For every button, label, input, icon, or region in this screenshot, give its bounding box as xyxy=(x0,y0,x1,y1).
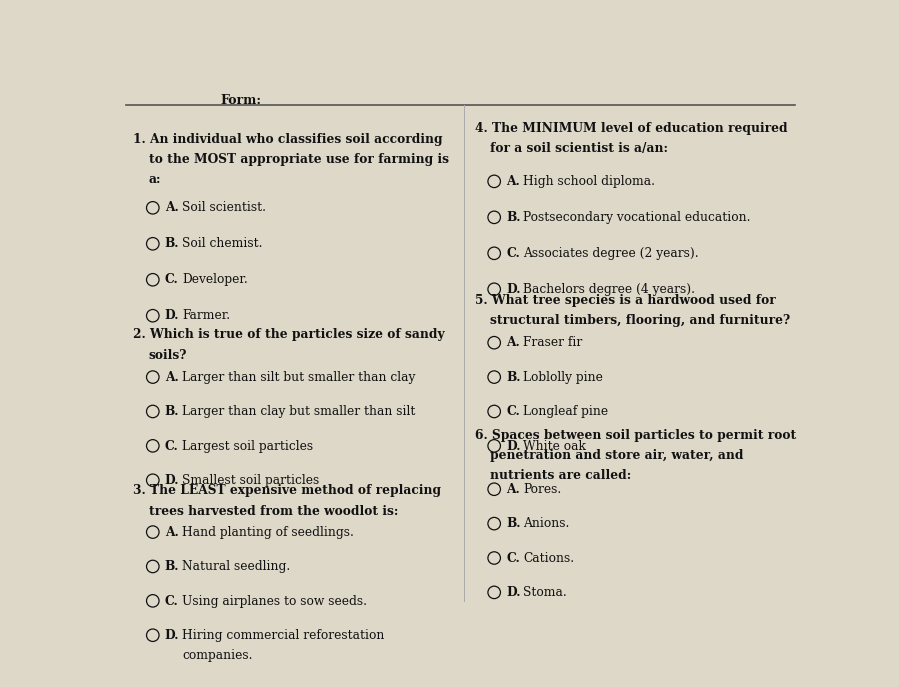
Text: B.: B. xyxy=(506,371,521,384)
Text: A.: A. xyxy=(506,483,520,496)
Text: 6. Spaces between soil particles to permit root: 6. Spaces between soil particles to perm… xyxy=(475,429,796,442)
Text: A.: A. xyxy=(165,526,178,539)
Text: Farmer.: Farmer. xyxy=(182,309,230,322)
Text: Fraser fir: Fraser fir xyxy=(523,337,583,350)
Text: for a soil scientist is a/an:: for a soil scientist is a/an: xyxy=(490,142,668,155)
Text: B.: B. xyxy=(165,560,179,573)
Text: a:: a: xyxy=(148,173,161,186)
Text: Using airplanes to sow seeds.: Using airplanes to sow seeds. xyxy=(182,594,367,607)
Text: A.: A. xyxy=(506,175,520,188)
Text: Associates degree (2 years).: Associates degree (2 years). xyxy=(523,247,699,260)
Text: Postsecondary vocational education.: Postsecondary vocational education. xyxy=(523,211,751,224)
Text: Soil scientist.: Soil scientist. xyxy=(182,201,266,214)
Text: Larger than silt but smaller than clay: Larger than silt but smaller than clay xyxy=(182,371,415,384)
Text: Developer.: Developer. xyxy=(182,273,248,286)
Text: Stoma.: Stoma. xyxy=(523,586,567,599)
Text: Natural seedling.: Natural seedling. xyxy=(182,560,290,573)
Text: C.: C. xyxy=(506,247,520,260)
Text: Form:: Form: xyxy=(220,94,262,107)
Text: D.: D. xyxy=(165,474,179,487)
Text: C.: C. xyxy=(506,552,520,565)
Text: A.: A. xyxy=(165,371,178,384)
Text: D.: D. xyxy=(506,586,521,599)
Text: B.: B. xyxy=(506,517,521,530)
Text: Largest soil particles: Largest soil particles xyxy=(182,440,313,453)
Text: D.: D. xyxy=(506,283,521,296)
Text: B.: B. xyxy=(165,405,179,418)
Text: Hand planting of seedlings.: Hand planting of seedlings. xyxy=(182,526,354,539)
Text: penetration and store air, water, and: penetration and store air, water, and xyxy=(490,449,743,462)
Text: D.: D. xyxy=(165,629,179,642)
Text: B.: B. xyxy=(506,211,521,224)
Text: soils?: soils? xyxy=(148,348,187,361)
Text: A.: A. xyxy=(506,337,520,350)
Text: 2. Which is true of the particles size of sandy: 2. Which is true of the particles size o… xyxy=(133,328,445,341)
Text: C.: C. xyxy=(165,440,178,453)
Text: A.: A. xyxy=(165,201,178,214)
Text: Bachelors degree (4 years).: Bachelors degree (4 years). xyxy=(523,283,696,296)
Text: 4. The MINIMUM level of education required: 4. The MINIMUM level of education requir… xyxy=(475,122,788,135)
Text: High school diploma.: High school diploma. xyxy=(523,175,655,188)
Text: C.: C. xyxy=(506,405,520,418)
Text: Cations.: Cations. xyxy=(523,552,574,565)
Text: trees harvested from the woodlot is:: trees harvested from the woodlot is: xyxy=(148,504,398,517)
Text: Hiring commercial reforestation: Hiring commercial reforestation xyxy=(182,629,385,642)
Text: D.: D. xyxy=(506,440,521,453)
Text: B.: B. xyxy=(165,238,179,251)
Text: 3. The LEAST expensive method of replacing: 3. The LEAST expensive method of replaci… xyxy=(133,484,441,497)
Text: Larger than clay but smaller than silt: Larger than clay but smaller than silt xyxy=(182,405,415,418)
Text: 5. What tree species is a hardwood used for: 5. What tree species is a hardwood used … xyxy=(475,294,776,307)
Text: Loblolly pine: Loblolly pine xyxy=(523,371,603,384)
Text: to the MOST appropriate use for farming is: to the MOST appropriate use for farming … xyxy=(148,153,449,166)
Text: structural timbers, flooring, and furniture?: structural timbers, flooring, and furnit… xyxy=(490,314,790,327)
Text: 1. An individual who classifies soil according: 1. An individual who classifies soil acc… xyxy=(133,133,443,146)
Text: Pores.: Pores. xyxy=(523,483,562,496)
Text: Longleaf pine: Longleaf pine xyxy=(523,405,609,418)
Text: Smallest soil particles: Smallest soil particles xyxy=(182,474,319,487)
Text: Soil chemist.: Soil chemist. xyxy=(182,238,263,251)
Text: White oak: White oak xyxy=(523,440,586,453)
Text: nutrients are called:: nutrients are called: xyxy=(490,469,631,482)
Text: C.: C. xyxy=(165,594,178,607)
Text: companies.: companies. xyxy=(182,649,253,662)
Text: C.: C. xyxy=(165,273,178,286)
Text: D.: D. xyxy=(165,309,179,322)
Text: Anions.: Anions. xyxy=(523,517,570,530)
